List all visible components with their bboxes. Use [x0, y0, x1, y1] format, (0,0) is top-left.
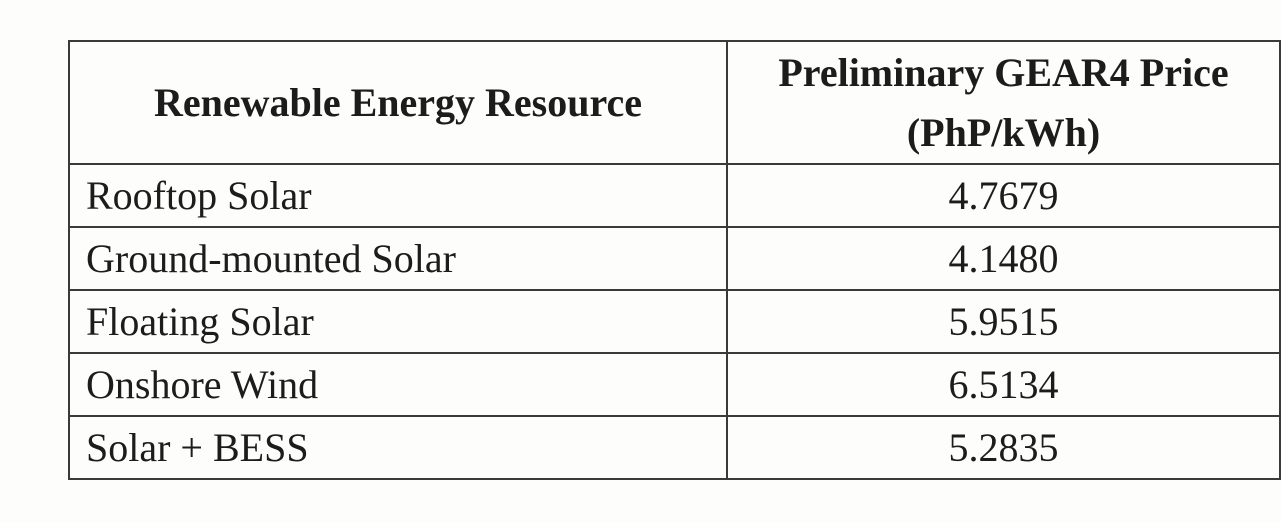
- table-row: Floating Solar 5.9515: [68, 289, 1281, 354]
- price-cell: 4.1480: [726, 226, 1281, 291]
- resource-cell: Solar + BESS: [68, 415, 728, 480]
- price-cell: 6.5134: [726, 352, 1281, 417]
- resource-cell: Ground-mounted Solar: [68, 226, 728, 291]
- table-row: Ground-mounted Solar 4.1480: [68, 226, 1281, 291]
- price-table: Renewable Energy Resource Preliminary GE…: [68, 40, 1281, 480]
- table-row: Solar + BESS 5.2835: [68, 415, 1281, 480]
- header-cell: Renewable Energy Resource: [68, 40, 728, 165]
- resource-cell: Floating Solar: [68, 289, 728, 354]
- resource-cell: Onshore Wind: [68, 352, 728, 417]
- header-cell: Preliminary GEAR4 Price (PhP/kWh): [726, 40, 1281, 165]
- table-row: Rooftop Solar 4.7679: [68, 163, 1281, 228]
- header-row: Renewable Energy Resource Preliminary GE…: [68, 40, 1281, 165]
- table-row: Onshore Wind 6.5134: [68, 352, 1281, 417]
- price-cell: 5.2835: [726, 415, 1281, 480]
- resource-cell: Rooftop Solar: [68, 163, 728, 228]
- price-cell: 5.9515: [726, 289, 1281, 354]
- price-cell: 4.7679: [726, 163, 1281, 228]
